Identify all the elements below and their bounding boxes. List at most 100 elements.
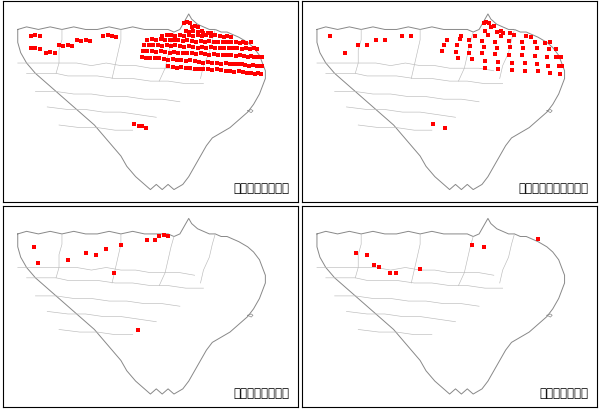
Point — [116, 242, 126, 248]
Point — [143, 237, 152, 243]
Point — [554, 64, 563, 70]
Polygon shape — [18, 219, 265, 394]
Point — [325, 34, 335, 40]
Point — [214, 52, 223, 59]
Point — [496, 34, 506, 40]
Point — [130, 122, 139, 128]
Point — [72, 38, 82, 45]
Point — [178, 51, 188, 57]
Point — [63, 257, 73, 263]
Point — [151, 37, 161, 44]
Point — [340, 50, 350, 57]
Point — [107, 34, 117, 40]
Point — [477, 51, 487, 57]
Point — [380, 38, 389, 45]
Point — [143, 37, 152, 44]
Point — [46, 50, 55, 56]
Polygon shape — [547, 314, 552, 317]
Point — [464, 38, 473, 45]
Point — [466, 44, 475, 50]
Point — [246, 40, 256, 47]
Point — [203, 30, 212, 37]
Point — [175, 44, 185, 50]
Point — [227, 40, 236, 46]
Point — [182, 19, 192, 26]
Point — [225, 69, 235, 75]
Point — [236, 53, 245, 59]
Point — [253, 71, 263, 77]
Point — [29, 245, 39, 251]
Point — [241, 40, 251, 47]
Point — [141, 56, 151, 62]
Point — [59, 44, 68, 50]
Point — [193, 29, 202, 36]
Point — [479, 245, 488, 251]
Point — [505, 31, 515, 38]
Point — [521, 34, 531, 40]
Point — [211, 45, 220, 52]
Point — [141, 125, 151, 132]
Point — [202, 45, 211, 52]
Point — [398, 34, 407, 40]
Point — [440, 125, 450, 132]
Point — [197, 34, 207, 40]
Point — [197, 45, 207, 51]
Point — [149, 43, 158, 49]
Point — [246, 71, 256, 77]
Point — [257, 63, 267, 70]
Point — [140, 43, 149, 49]
Text: シロバナタンポポ: シロバナタンポポ — [233, 386, 289, 399]
Point — [98, 34, 108, 40]
Point — [545, 40, 554, 47]
Point — [227, 53, 236, 59]
Point — [181, 58, 191, 65]
Point — [162, 43, 172, 49]
Point — [533, 236, 543, 242]
Point — [31, 33, 40, 39]
Point — [227, 34, 236, 41]
Point — [175, 33, 185, 39]
Point — [147, 49, 157, 56]
Point — [165, 38, 175, 45]
Polygon shape — [547, 110, 552, 113]
Point — [160, 50, 170, 56]
Point — [228, 45, 238, 52]
Point — [241, 46, 251, 52]
Point — [230, 62, 239, 68]
Point — [248, 63, 258, 69]
Point — [191, 40, 201, 46]
Point — [190, 66, 199, 73]
Point — [442, 37, 451, 44]
Point — [218, 53, 227, 59]
Point — [542, 54, 551, 61]
Point — [551, 47, 560, 53]
Point — [176, 58, 186, 65]
Point — [371, 38, 381, 45]
Point — [208, 68, 217, 74]
Point — [492, 45, 502, 52]
Text: カンサイタンポポ: カンサイタンポポ — [233, 182, 289, 195]
Point — [187, 39, 196, 45]
Point — [217, 68, 226, 74]
Point — [151, 50, 161, 56]
Point — [178, 39, 188, 45]
Point — [187, 51, 196, 57]
Point — [109, 270, 118, 277]
Point — [206, 34, 215, 40]
Point — [391, 270, 401, 277]
Point — [154, 233, 164, 240]
Point — [182, 38, 192, 45]
Point — [557, 63, 566, 70]
Point — [181, 65, 191, 72]
Point — [188, 45, 198, 51]
Point — [41, 50, 50, 57]
Point — [233, 46, 242, 52]
Point — [374, 264, 383, 271]
Point — [237, 62, 247, 68]
Point — [457, 34, 466, 40]
Point — [479, 45, 488, 51]
Point — [91, 252, 101, 258]
Point — [205, 39, 214, 45]
Point — [250, 72, 260, 78]
Point — [222, 52, 232, 59]
